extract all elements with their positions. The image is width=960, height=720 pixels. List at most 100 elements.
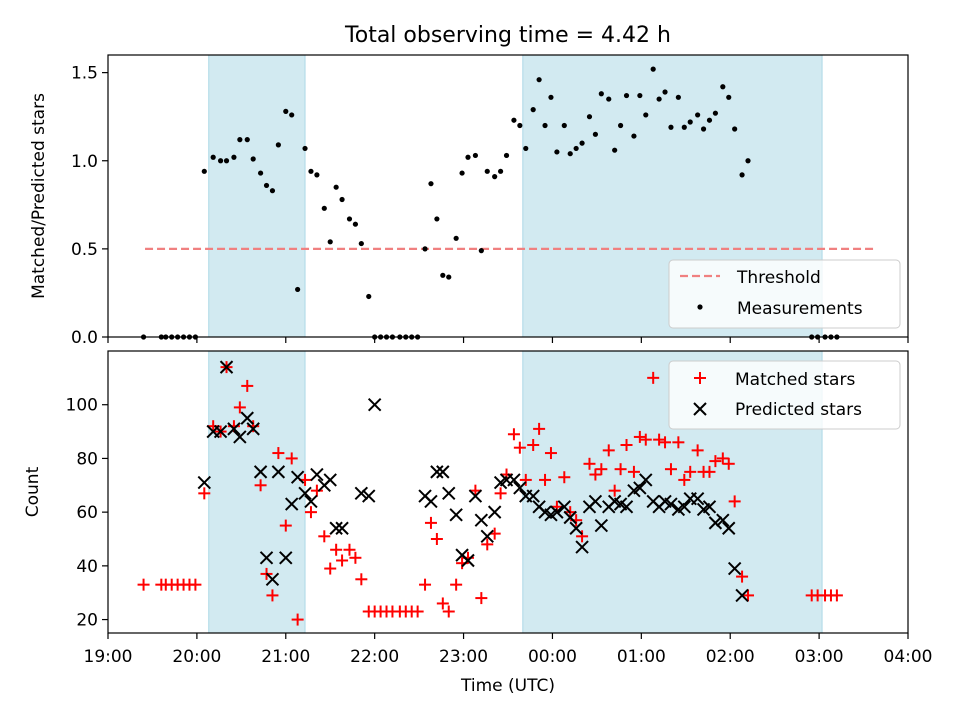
matched-star-point bbox=[639, 433, 652, 446]
legend-measurements-label: Measurements bbox=[737, 299, 863, 319]
x-tick-label: 21:00 bbox=[261, 647, 310, 667]
predicted-star-point bbox=[304, 494, 318, 509]
measurement-point bbox=[295, 286, 301, 293]
measurement-point bbox=[459, 170, 465, 176]
matched-star-point bbox=[430, 533, 443, 545]
predicted-star-point bbox=[279, 551, 293, 565]
predicted-star-point bbox=[449, 508, 463, 522]
measurement-point bbox=[592, 131, 599, 137]
matched-star-point bbox=[627, 465, 640, 478]
predicted-star-point bbox=[727, 561, 742, 576]
predicted-star-point bbox=[461, 553, 475, 568]
matched-star-point bbox=[279, 519, 292, 532]
predicted-star-point bbox=[290, 470, 305, 484]
matched-star-point bbox=[137, 578, 150, 591]
predicted-star-point bbox=[436, 465, 450, 479]
legend-measurements-swatch bbox=[697, 304, 703, 310]
measurement-point bbox=[440, 272, 446, 278]
predicted-star-point bbox=[474, 513, 489, 527]
measurement-point bbox=[352, 221, 359, 227]
measurement-point bbox=[210, 154, 216, 160]
measurement-point bbox=[223, 158, 230, 164]
matched-star-point bbox=[614, 463, 627, 476]
y-tick-label: 1.0 bbox=[71, 152, 98, 172]
matched-star-point bbox=[544, 447, 557, 460]
measurement-point bbox=[333, 184, 339, 190]
measurement-point bbox=[446, 274, 452, 280]
matched-star-point bbox=[507, 428, 520, 441]
predicted-star-point bbox=[329, 521, 343, 535]
matched-star-point bbox=[450, 578, 463, 591]
measurement-point bbox=[650, 66, 656, 72]
predicted-star-point bbox=[639, 473, 653, 487]
measurement-point bbox=[257, 170, 264, 176]
predicted-star-point bbox=[430, 465, 444, 479]
matched-star-point bbox=[736, 570, 749, 583]
y-tick-label: 20 bbox=[76, 611, 98, 631]
matched-star-point bbox=[672, 436, 685, 449]
x-tick-label: 03:00 bbox=[795, 647, 844, 667]
matched-star-point bbox=[330, 543, 343, 556]
matched-star-point bbox=[583, 457, 596, 470]
measurement-point bbox=[554, 149, 560, 155]
measurement-point bbox=[237, 137, 243, 143]
matched-star-point bbox=[310, 484, 323, 497]
matched-star-point bbox=[436, 597, 449, 610]
predicted-star-point bbox=[550, 505, 564, 519]
matched-star-point bbox=[589, 468, 602, 481]
y-tick-label: 40 bbox=[76, 557, 98, 577]
predicted-star-point bbox=[569, 521, 583, 535]
matched-star-point bbox=[241, 379, 254, 392]
predicted-star-point bbox=[633, 481, 647, 495]
measurement-point bbox=[321, 205, 327, 211]
predicted-star-point bbox=[507, 473, 521, 487]
matched-star-point bbox=[595, 463, 608, 476]
measurement-point bbox=[637, 92, 643, 99]
matched-star-point bbox=[742, 589, 754, 602]
measurement-point bbox=[687, 119, 693, 125]
predicted-star-point bbox=[594, 518, 609, 533]
matched-star-point bbox=[659, 436, 672, 449]
measurement-point bbox=[497, 168, 504, 174]
predicted-star-point bbox=[240, 411, 254, 425]
measurement-point bbox=[643, 112, 649, 118]
measurement-point bbox=[465, 154, 471, 160]
matched-star-point bbox=[475, 592, 488, 605]
predicted-star-point bbox=[284, 497, 299, 511]
bottom-panel: 20 40 60 80 100 19:00 20:00 21:00 22:00 23:00 00:… bbox=[23, 350, 933, 696]
matched-star-point bbox=[830, 589, 843, 602]
measurement-point bbox=[472, 152, 479, 159]
y-tick-label: 80 bbox=[76, 449, 98, 469]
x-tick-label: 02:00 bbox=[706, 647, 755, 667]
measurement-point bbox=[712, 110, 719, 116]
matched-star-point bbox=[304, 506, 317, 519]
matched-star-point bbox=[291, 613, 304, 626]
predicted-star-point bbox=[265, 572, 280, 586]
predicted-star-point bbox=[677, 500, 692, 514]
measurement-point bbox=[434, 216, 440, 222]
measurement-point bbox=[536, 77, 542, 83]
matched-star-point bbox=[349, 551, 362, 564]
predicted-star-point bbox=[442, 486, 456, 501]
predicted-star-point bbox=[367, 398, 382, 412]
measurement-point bbox=[612, 147, 618, 153]
measurement-point bbox=[358, 240, 364, 247]
matched-star-point bbox=[709, 455, 722, 468]
predicted-star-point bbox=[702, 500, 717, 514]
bottom-x-axis: 19:00 20:00 21:00 22:00 23:00 00:00 01:00 02:00… bbox=[84, 633, 933, 667]
predicted-star-point bbox=[253, 465, 268, 479]
matched-star-point bbox=[318, 530, 331, 543]
measurement-point bbox=[327, 239, 333, 245]
measurement-point bbox=[478, 248, 484, 254]
matched-star-point bbox=[728, 495, 741, 508]
x-tick-label: 01:00 bbox=[617, 647, 666, 667]
measurement-point bbox=[283, 108, 289, 114]
top-y-axis-label: Matched/Predicted stars bbox=[29, 93, 49, 299]
x-tick-label: 20:00 bbox=[172, 647, 221, 667]
bottom-y-axis: 20 40 60 80 100 bbox=[66, 396, 108, 631]
measurement-point bbox=[745, 158, 751, 164]
measurement-point bbox=[275, 142, 281, 148]
matched-star-point bbox=[442, 605, 455, 618]
predicted-star-point bbox=[563, 510, 577, 525]
measurement-point bbox=[217, 158, 224, 164]
